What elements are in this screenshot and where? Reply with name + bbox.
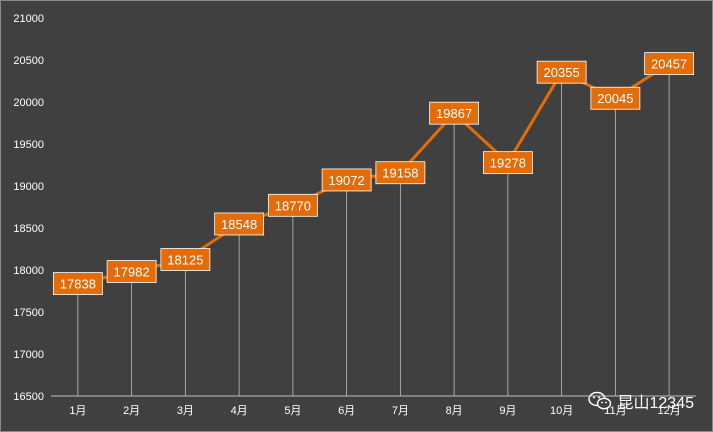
data-label: 20355	[536, 60, 587, 84]
data-label-box	[214, 212, 265, 236]
data-label: 20045	[590, 86, 641, 110]
x-tick-label: 10月	[550, 405, 573, 417]
data-label-box	[52, 272, 103, 296]
x-tick-label: 2月	[123, 405, 140, 417]
data-label-value: 19158	[382, 166, 418, 181]
data-label-box	[106, 260, 157, 283]
y-tick-label: 19500	[13, 139, 44, 151]
data-label-value: 19278	[490, 156, 526, 171]
data-labels: 17838 17982 18125 18548 18770 19072 19158 19867…	[52, 52, 695, 296]
data-label-value: 19072	[329, 173, 365, 188]
y-tick-label: 19000	[13, 181, 44, 193]
x-tick-label: 9月	[499, 405, 516, 417]
data-label: 19158	[375, 161, 426, 185]
data-label-value: 20045	[597, 91, 633, 106]
data-label-box	[644, 52, 695, 76]
data-label-box	[536, 60, 587, 84]
y-axis: 16500 17000 17500 18000 18500 19000 19500 20000…	[13, 13, 44, 403]
x-tick-label: 4月	[231, 405, 248, 417]
data-label-value: 17838	[60, 277, 96, 292]
data-label-box	[429, 101, 480, 125]
data-label-value: 19867	[436, 106, 472, 121]
data-label-value: 20457	[651, 57, 687, 72]
data-label: 17982	[106, 260, 157, 283]
data-label-box	[482, 151, 533, 175]
x-axis: 1月 2月 3月 4月 5月 6月 7月 8月 9月 10月 11月 12月	[69, 405, 680, 417]
y-tick-label: 18500	[13, 223, 44, 235]
data-label-value: 18770	[275, 198, 311, 213]
watermark: 昆山12345	[587, 389, 695, 413]
y-tick-label: 17500	[13, 307, 44, 319]
data-label: 18770	[267, 193, 318, 217]
data-label-box	[160, 248, 211, 271]
data-label: 19072	[321, 168, 372, 192]
y-tick-label: 16500	[13, 391, 44, 403]
data-label-value: 18548	[221, 217, 257, 232]
data-label-box	[375, 161, 426, 185]
x-tick-label: 12月	[658, 405, 681, 417]
x-tick-label: 6月	[338, 405, 355, 417]
wechat-icon	[587, 391, 611, 410]
data-label-value: 20355	[544, 65, 580, 80]
x-tick-label: 8月	[446, 405, 463, 417]
y-tick-label: 17000	[13, 349, 44, 361]
data-label: 17838	[52, 272, 103, 296]
x-tick-label: 7月	[392, 405, 409, 417]
drop-lines	[77, 63, 670, 396]
data-label-value: 17982	[114, 265, 150, 280]
data-label-box	[321, 168, 372, 192]
x-tick-label: 1月	[69, 405, 86, 417]
data-label: 19278	[482, 151, 533, 175]
data-label: 18125	[160, 248, 211, 271]
data-label-box	[267, 193, 318, 217]
x-tick-label: 11月	[604, 405, 626, 417]
data-label: 20457	[644, 52, 695, 76]
data-label-box	[590, 86, 641, 110]
y-tick-label: 18000	[13, 265, 44, 277]
data-label: 19867	[429, 101, 480, 125]
data-label-value: 18125	[167, 253, 203, 268]
y-tick-label: 20500	[13, 55, 44, 67]
y-tick-label: 21000	[13, 13, 44, 25]
data-label: 18548	[214, 212, 265, 236]
x-tick-label: 3月	[177, 405, 194, 417]
x-tick-label: 5月	[284, 405, 301, 417]
watermark-text: 昆山12345	[617, 395, 695, 412]
y-tick-label: 20000	[13, 97, 44, 109]
